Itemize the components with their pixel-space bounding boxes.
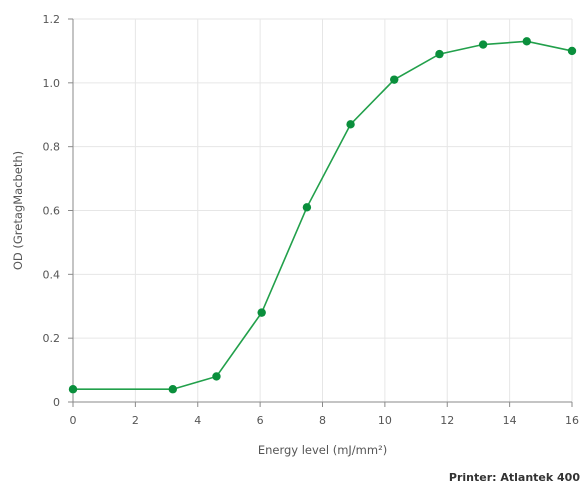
printer-footnote: Printer: Atlantek 400: [449, 471, 580, 484]
x-tick-label: 14: [503, 414, 517, 427]
x-axis-title: Energy level (mJ/mm²): [258, 443, 387, 457]
x-tick-label: 10: [378, 414, 392, 427]
y-tick-label: 0.4: [43, 268, 61, 281]
data-point: [302, 203, 312, 212]
y-tick-label: 0.6: [43, 205, 61, 218]
y-tick-label: 0: [53, 396, 60, 409]
data-point: [522, 37, 531, 46]
axes: [68, 18, 573, 407]
data-point: [478, 40, 488, 49]
data-point: [68, 385, 78, 394]
x-tick-label: 12: [440, 414, 454, 427]
x-tick-label: 6: [257, 414, 264, 427]
data-point: [257, 308, 266, 317]
x-tick-label: 4: [194, 414, 201, 427]
y-axis-title: OD (GretagMacbeth): [11, 151, 25, 270]
x-tick-label: 0: [70, 414, 77, 427]
data-point: [390, 75, 399, 84]
data-point: [168, 385, 177, 394]
y-tick-label: 1.0: [43, 77, 61, 90]
x-tick-label: 16: [565, 414, 579, 427]
x-tick-label: 8: [319, 414, 326, 427]
y-tick-label: 0.2: [43, 332, 61, 345]
data-point: [435, 49, 444, 59]
data-point: [346, 120, 355, 129]
data-point: [212, 372, 221, 381]
series: [68, 37, 577, 394]
y-tick-label: 1.2: [43, 13, 61, 26]
y-tick-label: 0.8: [43, 141, 61, 154]
data-point: [567, 46, 577, 56]
grid: [73, 18, 573, 402]
x-tick-label: 2: [132, 414, 139, 427]
tick-labels: 0 2 4 6 8 10 12 14 16 0 0.2 0.4 0.6 0.8 1.0 1.2: [43, 13, 580, 427]
